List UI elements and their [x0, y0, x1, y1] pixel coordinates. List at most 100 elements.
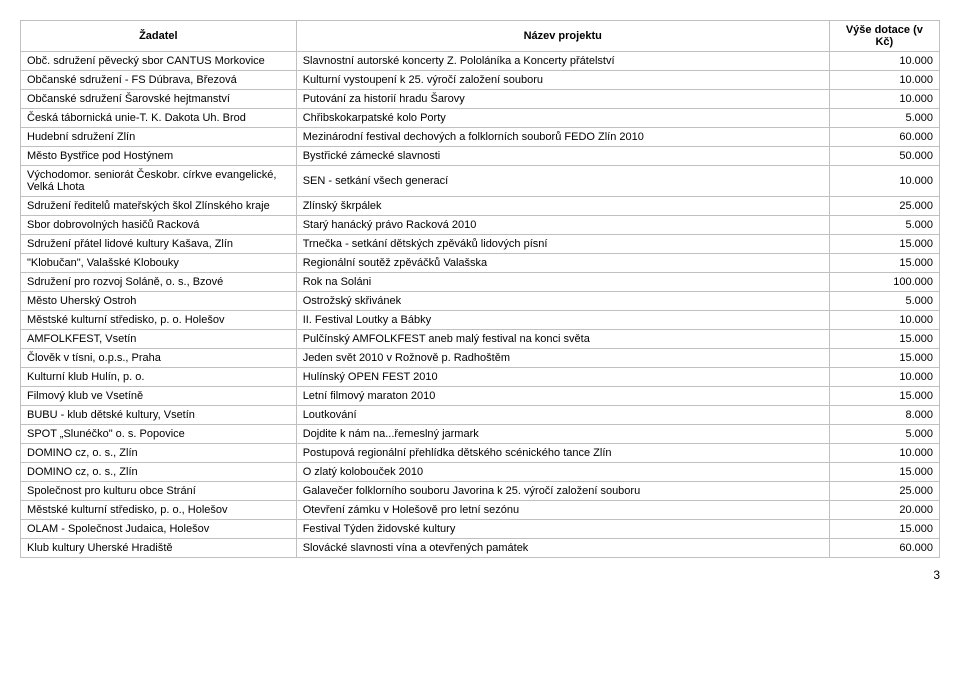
cell-applicant: SPOT „Slunéčko" o. s. Popovice	[21, 425, 297, 444]
cell-project: Trnečka - setkání dětských zpěváků lidov…	[296, 235, 829, 254]
cell-amount: 60.000	[829, 128, 939, 147]
grants-table: Žadatel Název projektu Výše dotace (v Kč…	[20, 20, 940, 558]
cell-amount: 25.000	[829, 197, 939, 216]
cell-amount: 50.000	[829, 147, 939, 166]
cell-amount: 5.000	[829, 216, 939, 235]
cell-project: Postupová regionální přehlídka dětského …	[296, 444, 829, 463]
table-row: Kulturní klub Hulín, p. o.Hulínský OPEN …	[21, 368, 940, 387]
cell-project: Slovácké slavnosti vína a otevřených pam…	[296, 539, 829, 558]
cell-project: Ostrožský skřivánek	[296, 292, 829, 311]
table-row: Sdružení přátel lidové kultury Kašava, Z…	[21, 235, 940, 254]
cell-project: Loutkování	[296, 406, 829, 425]
table-row: Česká tábornická unie-T. K. Dakota Uh. B…	[21, 109, 940, 128]
cell-applicant: "Klobučan", Valašské Klobouky	[21, 254, 297, 273]
cell-amount: 15.000	[829, 330, 939, 349]
cell-applicant: Společnost pro kulturu obce Strání	[21, 482, 297, 501]
table-row: Společnost pro kulturu obce StráníGalave…	[21, 482, 940, 501]
cell-applicant: DOMINO cz, o. s., Zlín	[21, 463, 297, 482]
cell-amount: 5.000	[829, 425, 939, 444]
cell-project: Festival Týden židovské kultury	[296, 520, 829, 539]
cell-amount: 15.000	[829, 387, 939, 406]
cell-amount: 10.000	[829, 311, 939, 330]
cell-applicant: Sdružení přátel lidové kultury Kašava, Z…	[21, 235, 297, 254]
cell-amount: 10.000	[829, 52, 939, 71]
cell-project: Zlínský škrpálek	[296, 197, 829, 216]
cell-project: Rok na Soláni	[296, 273, 829, 292]
table-row: Městské kulturní středisko, p. o. Holešo…	[21, 311, 940, 330]
table-row: Občanské sdružení - FS Dúbrava, BřezováK…	[21, 71, 940, 90]
cell-applicant: Východomor. seniorát Českobr. církve eva…	[21, 166, 297, 197]
cell-applicant: Občanské sdružení - FS Dúbrava, Březová	[21, 71, 297, 90]
cell-amount: 5.000	[829, 292, 939, 311]
cell-applicant: Sdružení pro rozvoj Soláně, o. s., Bzové	[21, 273, 297, 292]
cell-project: Letní filmový maraton 2010	[296, 387, 829, 406]
cell-project: Otevření zámku v Holešově pro letní sezó…	[296, 501, 829, 520]
cell-applicant: AMFOLKFEST, Vsetín	[21, 330, 297, 349]
table-row: DOMINO cz, o. s., ZlínPostupová regionál…	[21, 444, 940, 463]
header-project: Název projektu	[296, 21, 829, 52]
cell-project: Regionální soutěž zpěváčků Valašska	[296, 254, 829, 273]
cell-amount: 10.000	[829, 71, 939, 90]
table-row: OLAM - Společnost Judaica, HolešovFestiv…	[21, 520, 940, 539]
table-row: AMFOLKFEST, VsetínPulčínský AMFOLKFEST a…	[21, 330, 940, 349]
cell-project: II. Festival Loutky a Bábky	[296, 311, 829, 330]
cell-amount: 25.000	[829, 482, 939, 501]
table-body: Obč. sdružení pěvecký sbor CANTUS Morkov…	[21, 52, 940, 558]
cell-applicant: Sdružení ředitelů mateřských škol Zlínsk…	[21, 197, 297, 216]
cell-amount: 10.000	[829, 166, 939, 197]
table-row: Sdružení ředitelů mateřských škol Zlínsk…	[21, 197, 940, 216]
table-row: Město Uherský OstrohOstrožský skřivánek5…	[21, 292, 940, 311]
cell-project: Mezinárodní festival dechových a folklor…	[296, 128, 829, 147]
cell-amount: 60.000	[829, 539, 939, 558]
table-row: Sbor dobrovolných hasičů RackováStarý ha…	[21, 216, 940, 235]
table-row: "Klobučan", Valašské KloboukyRegionální …	[21, 254, 940, 273]
cell-project: SEN - setkání všech generací	[296, 166, 829, 197]
table-row: Klub kultury Uherské HradištěSlovácké sl…	[21, 539, 940, 558]
table-header-row: Žadatel Název projektu Výše dotace (v Kč…	[21, 21, 940, 52]
cell-project: Chřibskokarpatské kolo Porty	[296, 109, 829, 128]
cell-project: Bystřické zámecké slavnosti	[296, 147, 829, 166]
table-row: Sdružení pro rozvoj Soláně, o. s., Bzové…	[21, 273, 940, 292]
table-row: Filmový klub ve VsetíněLetní filmový mar…	[21, 387, 940, 406]
cell-amount: 5.000	[829, 109, 939, 128]
cell-amount: 100.000	[829, 273, 939, 292]
cell-project: Hulínský OPEN FEST 2010	[296, 368, 829, 387]
cell-amount: 15.000	[829, 463, 939, 482]
cell-project: Starý hanácký právo Racková 2010	[296, 216, 829, 235]
cell-applicant: Obč. sdružení pěvecký sbor CANTUS Morkov…	[21, 52, 297, 71]
cell-amount: 10.000	[829, 368, 939, 387]
cell-applicant: Městské kulturní středisko, p. o., Holeš…	[21, 501, 297, 520]
cell-amount: 8.000	[829, 406, 939, 425]
cell-project: Kulturní vystoupení k 25. výročí založen…	[296, 71, 829, 90]
cell-applicant: OLAM - Společnost Judaica, Holešov	[21, 520, 297, 539]
cell-project: Pulčínský AMFOLKFEST aneb malý festival …	[296, 330, 829, 349]
cell-project: O zlatý kolobouček 2010	[296, 463, 829, 482]
cell-applicant: Klub kultury Uherské Hradiště	[21, 539, 297, 558]
table-row: Městské kulturní středisko, p. o., Holeš…	[21, 501, 940, 520]
cell-amount: 15.000	[829, 235, 939, 254]
cell-applicant: Kulturní klub Hulín, p. o.	[21, 368, 297, 387]
cell-applicant: BUBU - klub dětské kultury, Vsetín	[21, 406, 297, 425]
header-amount: Výše dotace (v Kč)	[829, 21, 939, 52]
cell-amount: 15.000	[829, 254, 939, 273]
table-row: Východomor. seniorát Českobr. církve eva…	[21, 166, 940, 197]
table-row: Obč. sdružení pěvecký sbor CANTUS Morkov…	[21, 52, 940, 71]
cell-applicant: Městské kulturní středisko, p. o. Holešo…	[21, 311, 297, 330]
cell-project: Slavnostní autorské koncerty Z. Pololání…	[296, 52, 829, 71]
cell-applicant: Člověk v tísni, o.p.s., Praha	[21, 349, 297, 368]
cell-applicant: DOMINO cz, o. s., Zlín	[21, 444, 297, 463]
cell-project: Dojdite k nám na...řemeslný jarmark	[296, 425, 829, 444]
cell-amount: 15.000	[829, 349, 939, 368]
table-row: Město Bystřice pod HostýnemBystřické zám…	[21, 147, 940, 166]
cell-applicant: Občanské sdružení Šarovské hejtmanství	[21, 90, 297, 109]
cell-amount: 20.000	[829, 501, 939, 520]
table-row: Občanské sdružení Šarovské hejtmanstvíPu…	[21, 90, 940, 109]
cell-amount: 10.000	[829, 90, 939, 109]
cell-applicant: Česká tábornická unie-T. K. Dakota Uh. B…	[21, 109, 297, 128]
cell-amount: 15.000	[829, 520, 939, 539]
cell-applicant: Město Uherský Ostroh	[21, 292, 297, 311]
cell-amount: 10.000	[829, 444, 939, 463]
table-row: SPOT „Slunéčko" o. s. PopoviceDojdite k …	[21, 425, 940, 444]
cell-project: Galavečer folklorního souboru Javorina k…	[296, 482, 829, 501]
cell-project: Jeden svět 2010 v Rožnově p. Radhoštěm	[296, 349, 829, 368]
